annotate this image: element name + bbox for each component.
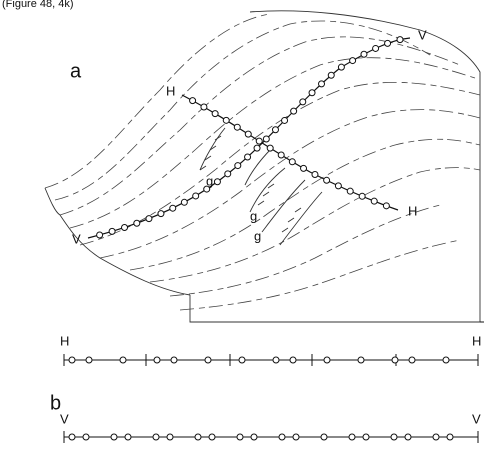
station [267,145,273,151]
station [69,357,75,363]
station [223,117,229,123]
station [69,434,75,440]
station [363,434,369,440]
station [361,51,367,57]
station [237,434,243,440]
station [273,357,279,363]
station [397,37,403,43]
station [235,163,241,169]
station [209,434,215,440]
station [190,98,196,104]
station [385,40,391,46]
station [282,117,288,123]
station [312,172,318,178]
station [109,228,115,234]
station [239,357,245,363]
station [205,357,211,363]
station [392,357,398,363]
station [245,154,251,160]
station [433,434,439,440]
profile-label: H [166,83,175,98]
terrain [45,11,484,322]
station [181,199,187,205]
station [154,357,160,363]
station [321,434,327,440]
station [338,64,344,70]
station [335,183,341,189]
station [279,434,285,440]
figure: (Figure 48, 4k) a H H V V g g g H H b V … [0,0,484,455]
station [146,216,152,222]
station [443,357,449,363]
station [153,434,159,440]
station [134,220,140,226]
station [300,99,306,105]
profiles [64,360,478,437]
station [391,434,397,440]
station [171,357,177,363]
station [405,434,411,440]
station [234,124,240,130]
station [195,434,201,440]
station [97,232,103,238]
station [349,434,355,440]
station [309,90,315,96]
station [328,72,334,78]
station [122,225,128,231]
caption: (Figure 48, 4k) [2,0,74,10]
station [214,179,220,185]
station [324,357,330,363]
station [111,434,117,440]
station [289,159,295,165]
station [245,131,251,137]
station [120,357,126,363]
gully-label: g [250,208,257,223]
station [293,434,299,440]
station [278,152,284,158]
station [324,177,330,183]
station [193,193,199,199]
profiles [88,38,410,238]
station [212,111,218,117]
station [254,145,260,151]
station [256,138,262,144]
station [251,434,257,440]
station [301,165,307,171]
station [170,205,176,211]
station [167,434,173,440]
profile-label: H [472,333,481,348]
station [358,357,364,363]
station [272,127,278,133]
profile-label: V [472,411,481,426]
station [86,357,92,363]
station [204,186,210,192]
station [158,211,164,217]
station [201,104,207,110]
station [373,45,379,51]
station [225,171,231,177]
station [319,81,325,87]
station [347,188,353,194]
station [359,193,365,199]
station [291,108,297,114]
station [83,434,89,440]
station [371,198,377,204]
station [263,136,269,142]
station [350,58,356,64]
station [290,357,296,363]
profile-label: V [60,411,69,426]
profile-label: H [60,333,69,348]
panel-label: a [70,60,82,82]
profile-label: V [72,231,81,246]
station [383,203,389,209]
station [125,434,131,440]
profile-label: H [408,203,417,218]
station [409,357,415,363]
station [447,434,453,440]
profile-label: V [418,27,427,42]
gully-label: g [254,228,261,243]
